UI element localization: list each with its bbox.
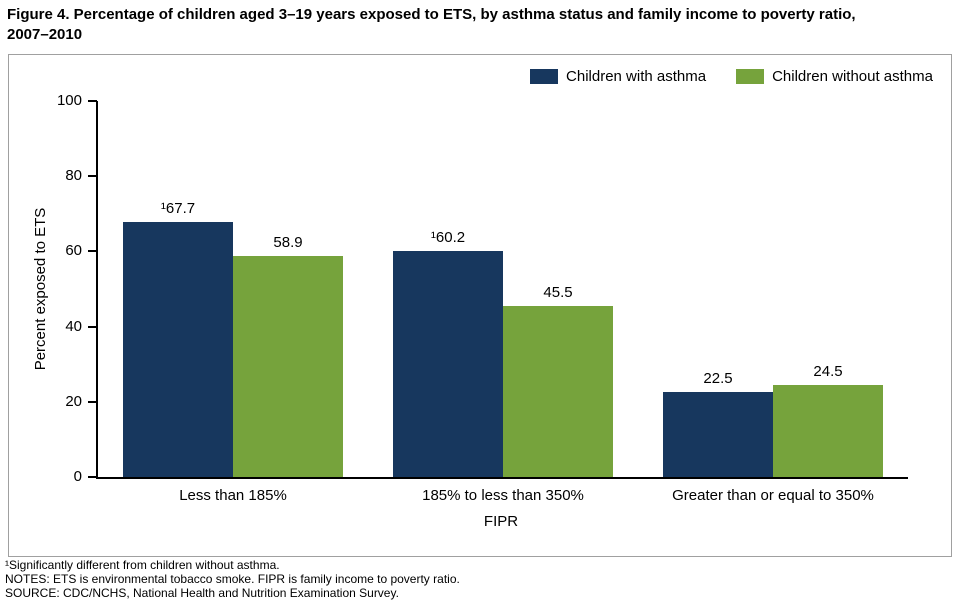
chart-area: Children with asthma Children without as… xyxy=(8,54,952,557)
legend-swatch-without-asthma xyxy=(736,69,765,84)
footnotes: ¹Significantly different from children w… xyxy=(5,558,955,600)
legend-item-without-asthma: Children without asthma xyxy=(736,68,933,85)
legend-item-with-asthma: Children with asthma xyxy=(530,68,706,85)
bar-value-label: 22.5 xyxy=(703,370,733,388)
x-category-label: Less than 185% xyxy=(179,487,287,504)
bar-value-label: ¹67.7 xyxy=(160,200,196,218)
bar-without-asthma xyxy=(503,305,613,477)
bar-value-label: 24.5 xyxy=(813,362,843,380)
footnote-source: SOURCE: CDC/NCHS, National Health and Nu… xyxy=(5,586,399,600)
legend: Children with asthma Children without as… xyxy=(530,68,933,85)
figure-title: Figure 4. Percentage of children aged 3–… xyxy=(7,6,856,43)
bar-with-asthma xyxy=(123,222,233,477)
x-axis-title: FIPR xyxy=(483,513,519,530)
plot-area: 0 20 40 60 80 100 ¹67.7 58.9 Less than 185% ¹60.2… xyxy=(57,92,908,504)
legend-swatch-with-asthma xyxy=(530,69,559,84)
bar-without-asthma xyxy=(773,384,883,477)
x-category-label: Greater than or equal to 350% xyxy=(672,487,874,504)
legend-label-without-asthma: Children without asthma xyxy=(772,68,933,85)
footnote-significance: ¹Significantly different from children w… xyxy=(5,558,280,572)
y-tick-mark xyxy=(88,325,97,328)
y-tick-label: 60 xyxy=(65,242,82,260)
y-tick-label: 0 xyxy=(73,468,82,485)
y-tick-label: 20 xyxy=(65,392,82,410)
y-axis-title: Percent exposed to ETS xyxy=(32,207,49,371)
bar-without-asthma xyxy=(233,255,343,477)
y-tick-mark xyxy=(88,250,97,253)
legend-label-with-asthma: Children with asthma xyxy=(566,68,707,85)
bar-value-label: ¹60.2 xyxy=(430,228,466,246)
x-category-label: 185% to less than 350% xyxy=(422,487,584,504)
bar-with-asthma xyxy=(663,392,773,477)
y-tick-mark xyxy=(88,100,97,102)
y-tick-label: 80 xyxy=(65,167,82,185)
bar-with-asthma xyxy=(393,250,503,477)
y-tick-mark xyxy=(88,400,97,403)
y-tick-label: 40 xyxy=(65,317,82,335)
bar-value-label: 45.5 xyxy=(543,283,573,301)
y-tick-mark xyxy=(88,476,97,478)
footnote-notes: NOTES: ETS is environmental tobacco smok… xyxy=(5,572,460,586)
bar-value-label: 58.9 xyxy=(273,233,303,251)
y-tick-mark xyxy=(88,175,97,178)
y-tick-label: 100 xyxy=(56,92,82,109)
